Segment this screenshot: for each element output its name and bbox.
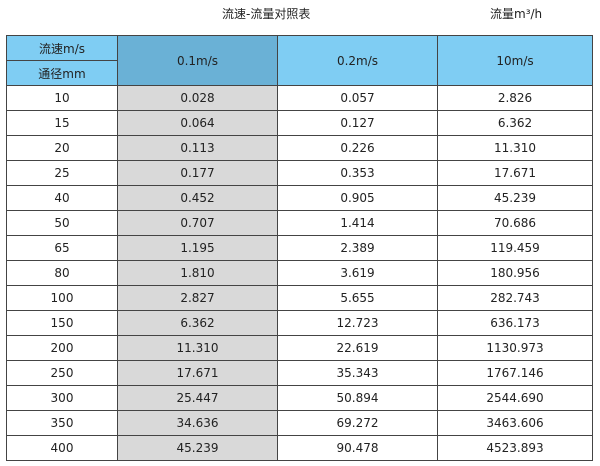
flow-cell: 180.956 [437,260,593,286]
flow-cell: 0.028 [117,85,278,111]
flow-cell: 0.452 [117,185,278,211]
diameter-cell: 50 [6,210,118,236]
flow-cell: 90.478 [277,435,438,461]
flow-cell: 35.343 [277,360,438,386]
table-row: 15 0.064 0.127 6.362 [6,110,593,136]
flow-cell: 17.671 [437,160,593,186]
diameter-cell: 65 [6,235,118,261]
flow-cell: 2.389 [277,235,438,261]
diameter-cell: 250 [6,360,118,386]
flow-cell: 1767.146 [437,360,593,386]
flow-cell: 45.239 [437,185,593,211]
table-row: 25 0.177 0.353 17.671 [6,160,593,186]
flow-cell: 0.226 [277,135,438,161]
table-row: 350 34.636 69.272 3463.606 [6,410,593,436]
flow-cell: 25.447 [117,385,278,411]
diameter-cell: 300 [6,385,118,411]
flow-cell: 45.239 [117,435,278,461]
velocity-header: 流速m/s [6,35,118,61]
flow-cell: 6.362 [437,110,593,136]
table-row: 250 17.671 35.343 1767.146 [6,360,593,386]
diameter-cell: 100 [6,285,118,311]
flow-cell: 0.127 [277,110,438,136]
table-title: 流速-流量对照表 [222,7,311,21]
table-row: 400 45.239 90.478 4523.893 [6,435,593,461]
flow-cell: 0.905 [277,185,438,211]
flow-cell: 11.310 [117,335,278,361]
table-row: 150 6.362 12.723 636.173 [6,310,593,336]
column-header: 0.1m/s [117,35,278,86]
flow-cell: 6.362 [117,310,278,336]
table-row: 10 0.028 0.057 2.826 [6,85,593,111]
diameter-header: 通径mm [6,60,118,86]
flow-cell: 4523.893 [437,435,593,461]
table-row: 80 1.810 3.619 180.956 [6,260,593,286]
flow-cell: 0.353 [277,160,438,186]
column-header: 0.2m/s [277,35,438,86]
flow-cell: 1130.973 [437,335,593,361]
flow-cell: 282.743 [437,285,593,311]
flow-cell: 119.459 [437,235,593,261]
diameter-cell: 200 [6,335,118,361]
flow-cell: 70.686 [437,210,593,236]
diameter-cell: 150 [6,310,118,336]
column-header: 10m/s [437,35,593,86]
flow-cell: 2544.690 [437,385,593,411]
flow-cell: 34.636 [117,410,278,436]
flow-cell: 0.113 [117,135,278,161]
flow-cell: 0.057 [277,85,438,111]
flow-cell: 17.671 [117,360,278,386]
flow-cell: 12.723 [277,310,438,336]
table-row: 300 25.447 50.894 2544.690 [6,385,593,411]
diameter-cell: 25 [6,160,118,186]
flow-table: 流速m/s 0.1m/s 0.2m/s 10m/s 通径mm 10 0.028 0.… [6,35,593,461]
diameter-cell: 15 [6,110,118,136]
flow-cell: 5.655 [277,285,438,311]
flow-cell: 1.195 [117,235,278,261]
table-row: 65 1.195 2.389 119.459 [6,235,593,261]
flow-cell: 2.826 [437,85,593,111]
flow-cell: 22.619 [277,335,438,361]
table-row: 200 11.310 22.619 1130.973 [6,335,593,361]
flow-cell: 0.707 [117,210,278,236]
flow-cell: 3.619 [277,260,438,286]
diameter-cell: 40 [6,185,118,211]
flow-cell: 0.177 [117,160,278,186]
unit-label: 流量m³/h [490,7,543,21]
flow-cell: 0.064 [117,110,278,136]
diameter-cell: 400 [6,435,118,461]
diameter-cell: 10 [6,85,118,111]
table-row: 50 0.707 1.414 70.686 [6,210,593,236]
flow-cell: 50.894 [277,385,438,411]
flow-cell: 11.310 [437,135,593,161]
diameter-cell: 20 [6,135,118,161]
diameter-cell: 350 [6,410,118,436]
table-row: 40 0.452 0.905 45.239 [6,185,593,211]
diameter-cell: 80 [6,260,118,286]
table-row: 100 2.827 5.655 282.743 [6,285,593,311]
flow-cell: 1.810 [117,260,278,286]
flow-cell: 636.173 [437,310,593,336]
flow-cell: 2.827 [117,285,278,311]
table-row: 20 0.113 0.226 11.310 [6,135,593,161]
flow-cell: 3463.606 [437,410,593,436]
flow-cell: 69.272 [277,410,438,436]
flow-cell: 1.414 [277,210,438,236]
